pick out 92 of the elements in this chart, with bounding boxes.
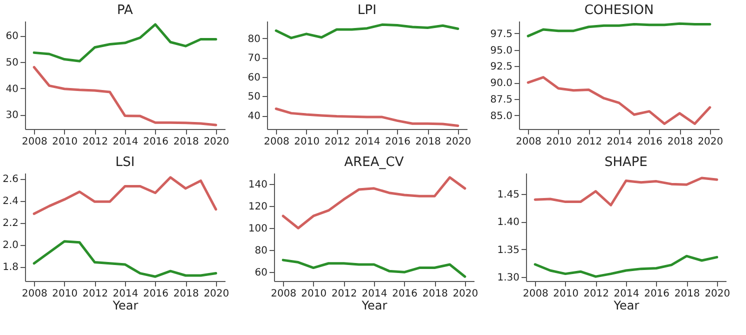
y-tick-label: 92.5	[490, 62, 512, 73]
chart-title: SHAPE	[604, 155, 648, 170]
line-series	[534, 254, 718, 278]
y-tick-label: 87.5	[490, 94, 512, 106]
x-tick-label: 2014	[112, 288, 138, 300]
x-axis-title: Year	[612, 298, 640, 312]
x-tick-label: 2018	[415, 136, 441, 148]
x-tick-label: 2012	[82, 288, 108, 300]
x-tick-label: 2016	[644, 288, 670, 300]
x-tick-label: 2014	[606, 136, 632, 148]
line-series	[282, 176, 466, 230]
y-tick-label: 90.0	[490, 78, 512, 90]
line-series	[282, 258, 466, 278]
y-tick-label: 80	[248, 34, 260, 45]
x-tick-label: 2012	[583, 288, 609, 300]
line-series	[32, 240, 218, 278]
x-tick-label: 2016	[143, 136, 169, 148]
x-tick-label: 2010	[553, 288, 579, 300]
x-tick-label: 2008	[522, 288, 548, 300]
y-tick-label: 100	[248, 224, 268, 235]
x-tick-label: 2012	[82, 136, 108, 148]
y-tick-label: 1.30	[497, 272, 520, 284]
line-series	[534, 176, 718, 206]
x-tick-label: 2018	[173, 288, 199, 300]
x-tick-label: 2020	[204, 288, 230, 300]
line-series	[32, 66, 218, 126]
x-tick-label: 2014	[614, 288, 640, 300]
x-tick-label: 2010	[301, 288, 327, 300]
y-tick-label: 60	[248, 72, 260, 84]
x-tick-label: 2016	[143, 288, 169, 300]
y-tick-label: 1.40	[497, 217, 520, 228]
x-tick-label: 2018	[667, 136, 693, 148]
y-tick-label: 140	[248, 180, 268, 191]
line-series	[526, 76, 712, 126]
y-tick-label: 97.5	[490, 28, 512, 40]
x-tick-label: 2010	[52, 136, 78, 148]
x-tick-label: 2008	[516, 136, 542, 148]
chart-title: COHESION	[584, 3, 654, 18]
y-tick-label: 1.45	[497, 190, 520, 201]
y-tick-label: 120	[248, 202, 268, 213]
x-tick-label: 2008	[22, 288, 48, 300]
chart-title: AREA_CV	[344, 155, 404, 170]
y-tick-label: 2.0	[2, 240, 18, 252]
y-tick-label: 85.0	[490, 110, 512, 122]
x-tick-label: 2018	[173, 136, 199, 148]
x-tick-label: 2008	[270, 288, 296, 300]
x-tick-label: 2010	[294, 136, 320, 148]
x-tick-label: 2014	[354, 136, 380, 148]
y-tick-label: 60	[254, 268, 268, 279]
x-tick-label: 2020	[204, 136, 230, 148]
x-tick-label: 2014	[112, 136, 138, 148]
x-tick-label: 2018	[674, 288, 700, 300]
y-tick-label: 50	[248, 92, 260, 103]
chart-title: PA	[117, 3, 134, 18]
line-series	[274, 108, 460, 127]
x-tick-label: 2016	[385, 136, 411, 148]
x-tick-label: 2008	[264, 136, 290, 148]
y-tick-label: 80	[254, 246, 268, 257]
y-tick-label: 2.6	[2, 174, 18, 186]
x-tick-label: 2018	[422, 288, 448, 300]
x-axis-title: Year	[360, 298, 388, 312]
y-tick-label: 60	[6, 31, 18, 42]
y-tick-label: 1.35	[497, 244, 520, 256]
x-tick-label: 2012	[324, 136, 350, 148]
y-tick-label: 1.8	[2, 262, 18, 274]
x-tick-label: 2020	[446, 136, 472, 148]
x-tick-label: 2020	[452, 288, 478, 300]
chart-title: LPI	[358, 3, 376, 18]
y-tick-label: 95.0	[490, 45, 512, 56]
line-series	[32, 176, 218, 216]
line-series	[526, 22, 712, 38]
line-series	[274, 23, 460, 40]
x-tick-label: 2016	[637, 136, 663, 148]
x-tick-label: 2010	[546, 136, 572, 148]
x-tick-label: 2016	[392, 288, 418, 300]
x-tick-label: 2008	[22, 136, 48, 148]
y-tick-label: 40	[248, 111, 260, 122]
y-tick-label: 70	[248, 53, 260, 64]
x-tick-label: 2020	[704, 288, 730, 300]
x-axis-title: Year	[112, 298, 138, 312]
x-tick-label: 2012	[576, 136, 602, 148]
y-tick-label: 40	[6, 84, 18, 95]
chart-title: LSI	[115, 155, 135, 170]
x-tick-label: 2010	[52, 288, 78, 300]
y-tick-label: 50	[6, 57, 18, 68]
y-tick-label: 2.2	[2, 218, 18, 230]
x-tick-label: 2014	[362, 288, 388, 300]
y-tick-label: 30	[6, 110, 18, 122]
x-tick-label: 2020	[698, 136, 724, 148]
line-series	[32, 23, 218, 62]
y-tick-label: 2.4	[2, 196, 18, 208]
x-tick-label: 2012	[331, 288, 357, 300]
